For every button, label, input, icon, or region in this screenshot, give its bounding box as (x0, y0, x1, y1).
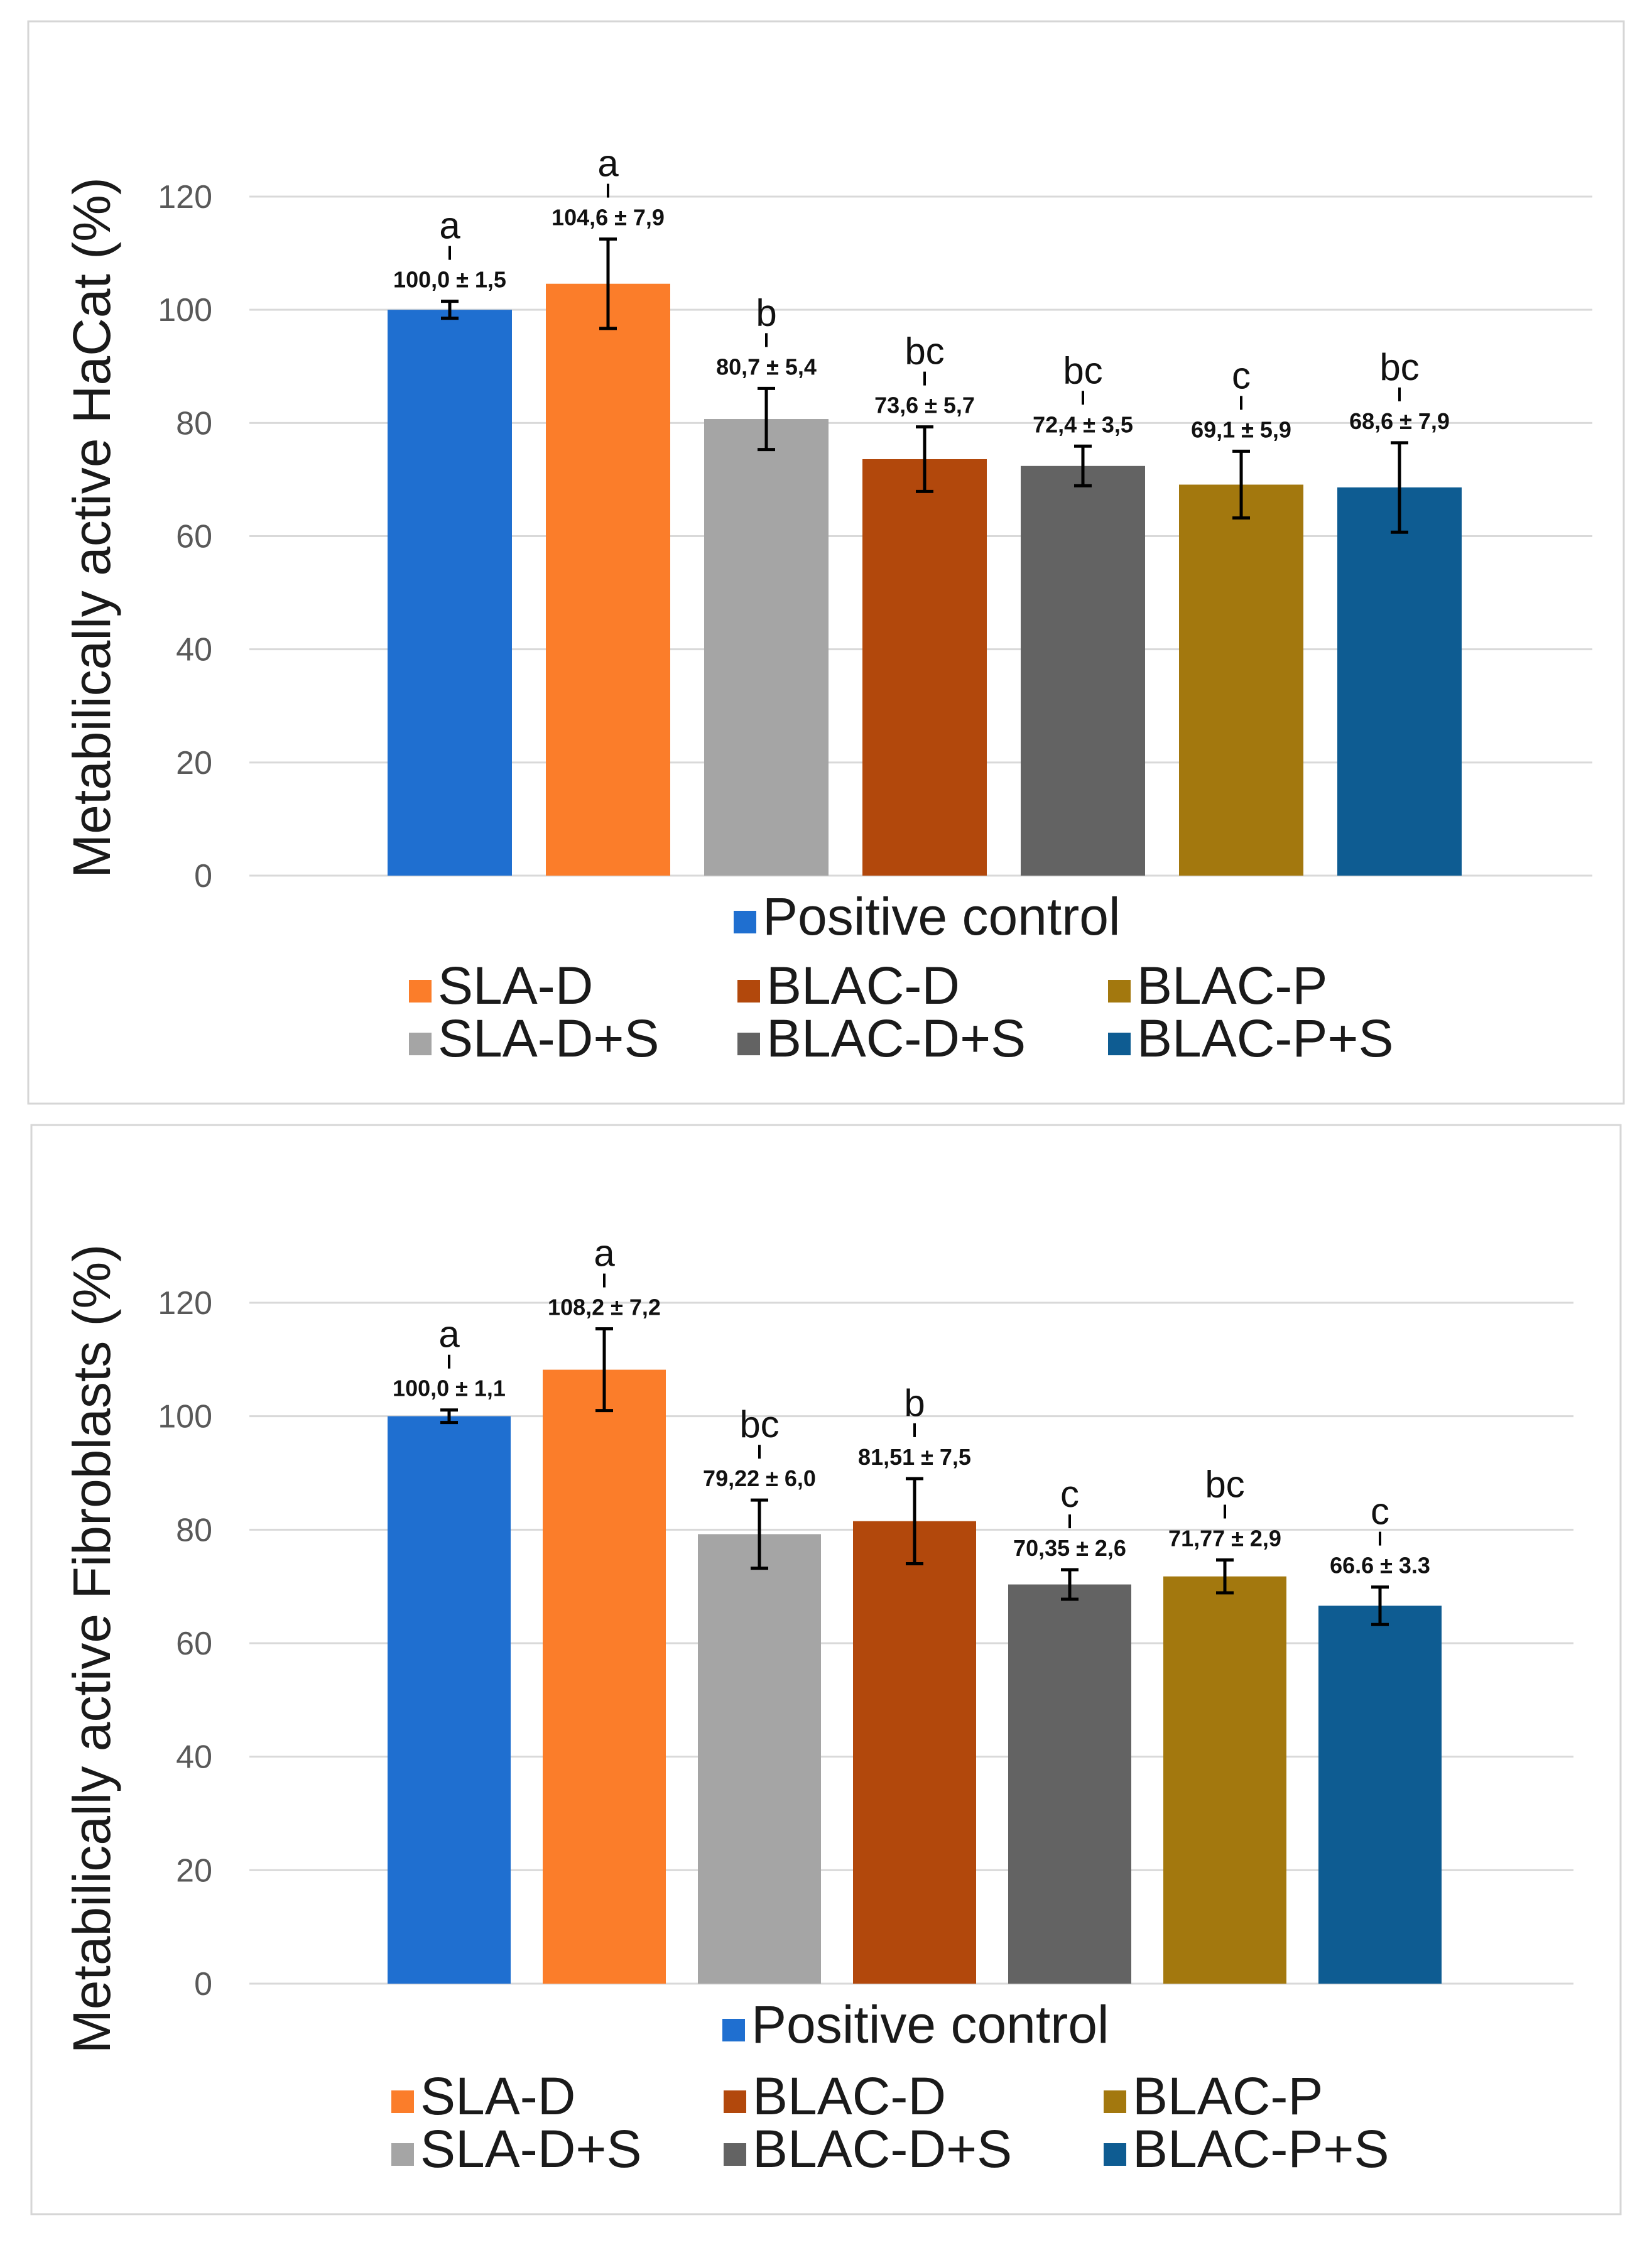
y-tick-label: 40 (176, 632, 212, 668)
legend-swatch (409, 1033, 432, 1055)
legend-label: SLA-D (438, 956, 593, 1015)
significance-letter: b (904, 1382, 925, 1424)
legend-swatch (737, 1033, 760, 1055)
legend-swatch (722, 2019, 745, 2041)
value-label: 73,6 ± 5,7 (874, 393, 975, 418)
y-tick-label: 100 (158, 292, 212, 329)
bar (543, 1369, 666, 1984)
value-label: 68,6 ± 7,9 (1349, 408, 1450, 434)
significance-letter: bc (739, 1403, 779, 1445)
legend-label: SLA-D+S (438, 1009, 660, 1068)
chart-fibroblasts: 0 20 40 60 80 100 120 Metabilically active Fibr… (30, 1124, 1622, 2215)
y-tick-label: 80 (176, 1512, 212, 1548)
y-tick-label: 100 (158, 1399, 212, 1435)
y-tick-label: 40 (176, 1739, 212, 1776)
y-tick-label: 120 (158, 179, 212, 215)
legend-swatch (391, 2090, 414, 2113)
significance-letter: c (1232, 354, 1251, 396)
bar (1337, 487, 1462, 876)
legend-swatch (1108, 1033, 1131, 1055)
y-tick-label: 60 (176, 519, 212, 555)
legend-label: Positive control (763, 887, 1121, 946)
significance-letter: a (439, 205, 460, 247)
legend-swatch (1104, 2143, 1126, 2166)
value-label: 66.6 ± 3.3 (1330, 1553, 1430, 1578)
significance-letter: a (594, 1232, 615, 1274)
legend-swatch (724, 2143, 746, 2166)
value-label: 72,4 ± 3,5 (1033, 411, 1133, 437)
legend-label: BLAC-D (766, 956, 960, 1015)
legend-swatch (734, 911, 756, 933)
significance-letter: bc (1205, 1463, 1244, 1505)
legend-swatch (409, 980, 432, 1003)
legend-swatch (724, 2090, 746, 2113)
bar (704, 419, 829, 876)
bar (1318, 1606, 1442, 1984)
value-label: 108,2 ± 7,2 (548, 1295, 661, 1320)
legend-label: Positive control (751, 1995, 1109, 2054)
legend-label: BLAC-P (1133, 2067, 1323, 2126)
legend-label: BLAC-P+S (1137, 1009, 1394, 1068)
y-tick-label: 60 (176, 1626, 212, 1662)
y-axis-label: Metabilically active HaCat (%) (62, 177, 121, 878)
value-label: 70,35 ± 2,6 (1013, 1535, 1126, 1561)
legend-swatch (737, 980, 760, 1003)
significance-letter: bc (1379, 346, 1419, 388)
legend-label: BLAC-D+S (753, 2119, 1012, 2178)
bar (1008, 1584, 1131, 1984)
bar (853, 1521, 976, 1984)
bar (546, 283, 670, 876)
significance-letter: bc (905, 330, 944, 372)
bar (698, 1534, 821, 1984)
significance-letter: a (438, 1313, 460, 1356)
y-tick-label: 20 (176, 1852, 212, 1889)
bar (388, 1416, 511, 1984)
chart-hacat: 0 20 40 60 80 100 120 Metabilically active HaCa… (27, 20, 1625, 1105)
value-label: 69,1 ± 5,9 (1191, 416, 1291, 442)
legend-label: BLAC-P (1137, 956, 1327, 1015)
significance-letter: b (756, 291, 776, 334)
legend-label: BLAC-D (753, 2067, 946, 2126)
legend-label: BLAC-P+S (1133, 2119, 1389, 2178)
legend-swatch (391, 2143, 414, 2166)
significance-letter: c (1060, 1473, 1079, 1515)
bar (862, 459, 987, 876)
y-tick-label: 0 (194, 858, 212, 894)
value-label: 100,0 ± 1,1 (393, 1376, 506, 1401)
legend-label: SLA-D (420, 2067, 575, 2126)
significance-letter: c (1371, 1491, 1389, 1533)
bar (1179, 484, 1303, 876)
value-label: 100,0 ± 1,5 (393, 267, 506, 293)
legend-label: SLA-D+S (420, 2119, 642, 2178)
legend-swatch (1108, 980, 1131, 1003)
significance-letter: bc (1063, 349, 1102, 391)
bar (1021, 465, 1145, 876)
y-axis-label: Metabilically active Fibroblasts (%) (62, 1244, 121, 2053)
y-tick-label: 20 (176, 745, 212, 781)
y-tick-label: 80 (176, 405, 212, 442)
legend-swatch (1104, 2090, 1126, 2113)
bar (1163, 1576, 1286, 1984)
value-label: 71,77 ± 2,9 (1168, 1525, 1281, 1551)
significance-letter: a (597, 143, 619, 185)
value-label: 80,7 ± 5,4 (716, 354, 817, 379)
y-tick-label: 120 (158, 1285, 212, 1322)
value-label: 104,6 ± 7,9 (552, 205, 665, 231)
value-label: 79,22 ± 6,0 (703, 1465, 816, 1491)
legend-label: BLAC-D+S (766, 1009, 1026, 1068)
bar (388, 310, 512, 876)
y-tick-label: 0 (194, 1966, 212, 2002)
value-label: 81,51 ± 7,5 (858, 1444, 971, 1470)
